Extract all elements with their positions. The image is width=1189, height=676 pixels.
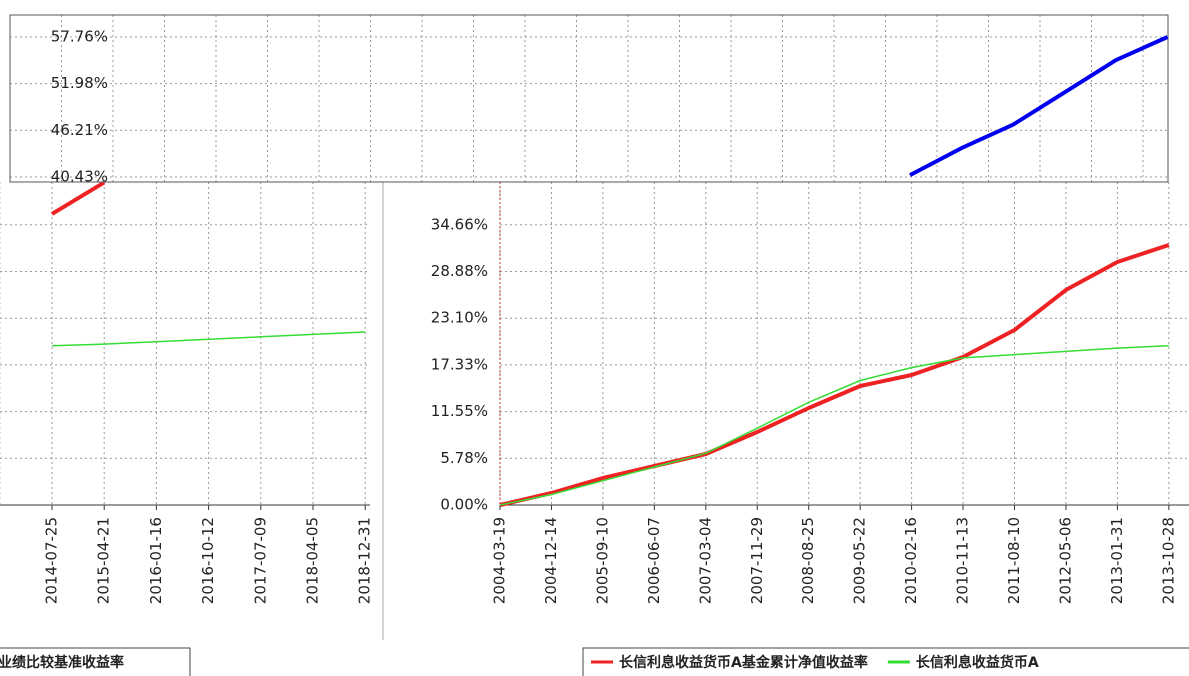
- chart: 2014-07-25 2015-04-21 2016-01-16 2016-10-12…: [0, 180, 374, 604]
- chart: 40.43% 46.21% 51.98% 57.76%: [0, 0, 1189, 185]
- y-tick-label: 51.98%: [51, 74, 108, 92]
- x-tick-label: 2013-01-31: [1108, 517, 1126, 604]
- y-tick-label: 57.76%: [51, 27, 108, 45]
- legend: 长信利息收益货币A基金累计净值收益率 长信利息收益货币A: [582, 647, 1189, 676]
- x-tick-label: 2013-10-28: [1159, 517, 1177, 604]
- y-tick-label: 46.21%: [51, 121, 108, 139]
- series-line: [51, 331, 366, 347]
- x-tick-label: 2016-10-12: [199, 517, 217, 604]
- plot-frame: [9, 14, 1169, 183]
- x-tick-label: 2008-08-25: [799, 517, 817, 604]
- x-tick-label: 2007-11-29: [748, 517, 766, 604]
- y-tick-label: 0.00%: [440, 496, 488, 514]
- legend-box: [0, 647, 191, 676]
- x-tick-label: 2010-11-13: [954, 517, 972, 604]
- legend: 业绩比较基准收益率: [0, 647, 191, 676]
- x-tick-label: 2009-05-22: [851, 517, 869, 604]
- x-tick-label: 2007-03-04: [696, 517, 714, 604]
- x-tick-label: 2006-06-07: [645, 517, 663, 604]
- x-tick-label: 2014-07-25: [43, 517, 61, 604]
- x-tick-label: 2018-12-31: [356, 517, 374, 604]
- y-tick-label: 17.33%: [431, 355, 488, 373]
- x-tick-label: 2011-08-10: [1005, 517, 1023, 604]
- y-tick-label: 11.55%: [431, 402, 488, 420]
- x-tick-label: 2012-05-06: [1056, 517, 1074, 604]
- x-tick-label: 2015-04-21: [95, 517, 113, 604]
- x-tick-label: 2010-02-16: [902, 517, 920, 604]
- series-line: [909, 35, 1169, 177]
- series-line: [499, 243, 1170, 507]
- chart: 0.00% 5.78% 11.55% 17.33% 23.10% 28.88% 34.66%…: [431, 182, 1189, 604]
- x-tick-label: 2004-03-19: [491, 517, 509, 604]
- y-tick-label: 23.10%: [431, 309, 488, 327]
- x-tick-label: 2004-12-14: [542, 517, 560, 604]
- series-line: [50, 180, 106, 216]
- legend-label: 长信利息收益货币A: [916, 654, 1039, 671]
- panel-background: [0, 0, 1189, 182]
- legend-label: 业绩比较基准收益率: [0, 654, 124, 671]
- legend-label: 长信利息收益货币A基金累计净值收益率: [619, 654, 868, 671]
- y-tick-label: 5.78%: [440, 449, 488, 467]
- x-tick-label: 2018-04-05: [304, 517, 322, 604]
- legend-box: [582, 647, 1189, 676]
- x-tick-label: 2017-07-09: [251, 517, 269, 604]
- x-tick-label: 2005-09-10: [593, 517, 611, 604]
- x-tick-label: 2016-01-16: [147, 517, 165, 604]
- y-tick-label: 34.66%: [431, 215, 488, 233]
- y-tick-label: 40.43%: [51, 167, 108, 185]
- series-line: [499, 344, 1169, 506]
- y-tick-label: 28.88%: [431, 262, 488, 280]
